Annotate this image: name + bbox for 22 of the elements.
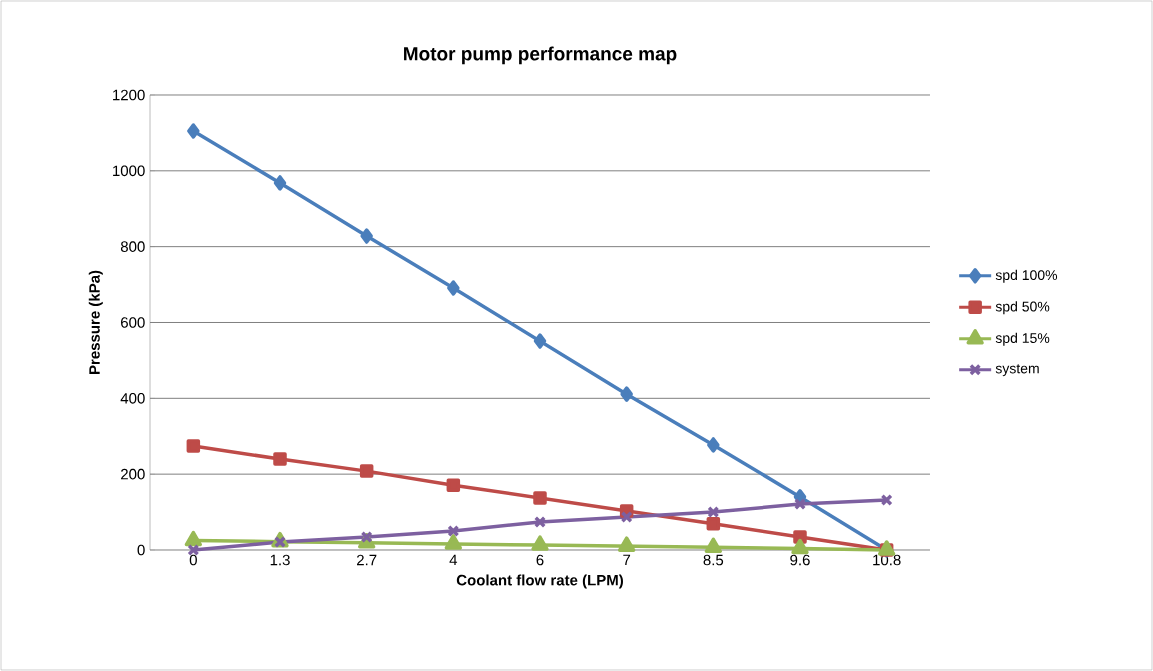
legend-label: spd 15% bbox=[995, 332, 1050, 346]
chart-title: Motor pump performance map bbox=[404, 46, 677, 65]
y-tick-label: 200 bbox=[121, 468, 145, 480]
y-tick-label: 600 bbox=[121, 317, 145, 328]
y-tick-label: 1000 bbox=[113, 165, 145, 177]
x-tick-label: 1.3 bbox=[270, 554, 290, 566]
y-tick-label: 800 bbox=[120, 241, 145, 252]
x-tick-label: 7 bbox=[623, 554, 631, 566]
x-tick-label: 8.5 bbox=[703, 554, 724, 566]
x-tick-label: 9.6 bbox=[790, 554, 810, 566]
legend-label: spd 50% bbox=[995, 301, 1050, 315]
y-tick-label: 400 bbox=[120, 393, 145, 404]
x-axis-title: Coolant flow rate (LPM) bbox=[456, 574, 623, 589]
x-tick-label: 2.7 bbox=[357, 554, 377, 566]
x-tick-label: 0 bbox=[189, 554, 197, 566]
legend-label: spd 100% bbox=[995, 269, 1058, 283]
y-tick-label: 0 bbox=[137, 544, 145, 556]
y-tick-label: 1200 bbox=[113, 89, 145, 101]
x-tick-label: 4 bbox=[449, 554, 458, 566]
y-axis-title: Pressure (kPa) bbox=[88, 270, 103, 375]
legend-label: system bbox=[995, 364, 1039, 377]
x-tick-label: 6 bbox=[536, 554, 544, 566]
